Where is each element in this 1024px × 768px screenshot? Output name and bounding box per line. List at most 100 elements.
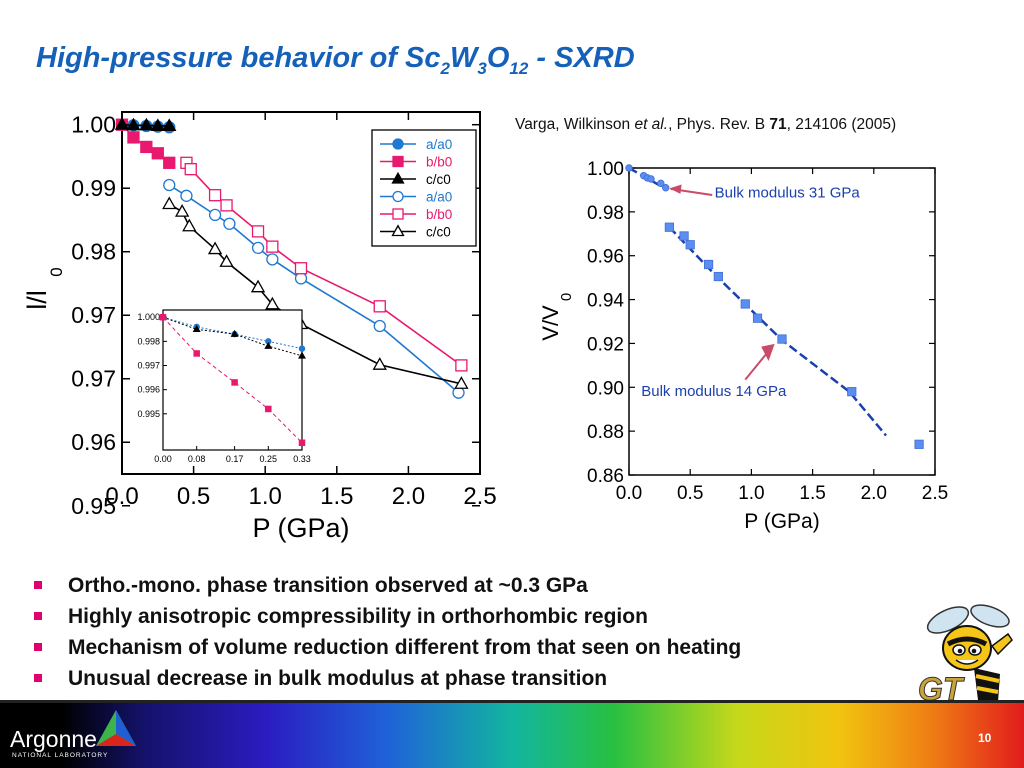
y-axis-label: V/V 0 bbox=[538, 293, 575, 341]
data-point bbox=[250, 279, 266, 293]
x-axis-label: P (GPa) bbox=[252, 513, 349, 543]
inset-data-point bbox=[193, 350, 200, 357]
inset-chart: 0.00 0.08 0.17 0.25 0.33 1.000 0.998 0.997 0.996… bbox=[137, 309, 311, 464]
legend-label: b/b0 bbox=[426, 155, 452, 170]
data-point bbox=[251, 241, 265, 255]
legend: a/a0 b/b0 c/c0 a/a0 b/b0 c/c0 bbox=[371, 129, 477, 247]
volume-series-1 bbox=[664, 222, 924, 449]
y-tick-label: 0.95 bbox=[71, 493, 116, 519]
data-point bbox=[294, 262, 308, 275]
x-tick-label: 1.5 bbox=[799, 483, 825, 504]
data-point bbox=[162, 196, 177, 210]
bullet-item: Highly anisotropic compressibility in or… bbox=[34, 601, 741, 632]
legend-label: a/a0 bbox=[426, 190, 452, 205]
data-point bbox=[294, 272, 308, 285]
data-point bbox=[647, 175, 655, 183]
data-point bbox=[182, 218, 197, 232]
inset-data-point bbox=[159, 313, 167, 321]
volume-series-0 bbox=[625, 164, 670, 192]
y-tick-label: 0.96 bbox=[71, 429, 116, 455]
annotation-bulk-modulus-14: Bulk modulus 14 GPa bbox=[641, 383, 787, 400]
legend-marker bbox=[392, 138, 404, 150]
x-axis-label: P (GPa) bbox=[744, 510, 819, 533]
inset-x-tick-label: 0.00 bbox=[154, 454, 172, 464]
bullet-square-icon bbox=[34, 674, 42, 682]
y-tick-label: 1.00 bbox=[587, 159, 624, 180]
plot-frame bbox=[628, 167, 936, 476]
citation: Varga, Wilkinson et al., Phys. Rev. B 71… bbox=[515, 116, 896, 134]
series-line bbox=[168, 203, 462, 385]
inset-y-tick-label: 0.995 bbox=[137, 409, 160, 419]
series-b-b0-4 bbox=[180, 156, 468, 372]
data-point bbox=[679, 231, 689, 241]
y-axis-label: l/l 0 bbox=[22, 267, 66, 309]
legend-marker bbox=[392, 208, 404, 220]
inset-series-line bbox=[162, 316, 303, 444]
page-number: 10 bbox=[978, 731, 992, 745]
data-point bbox=[266, 240, 279, 253]
series-c-c0-5 bbox=[162, 196, 469, 389]
data-point bbox=[162, 118, 177, 132]
data-point bbox=[220, 199, 233, 212]
data-point bbox=[223, 217, 236, 230]
inset-data-point bbox=[192, 324, 201, 333]
citation-journal: , Phys. Rev. B bbox=[668, 116, 770, 133]
legend-marker bbox=[392, 155, 404, 168]
title-subscript: 2 bbox=[440, 58, 450, 78]
inset-x-tick-label: 0.33 bbox=[293, 454, 311, 464]
volume-chart: 0.0 0.5 1.0 1.5 2.0 2.5 1.00 0.98 0.96 0.94 0.92 0.… bbox=[538, 159, 948, 533]
arrow-head-icon bbox=[669, 184, 682, 194]
inset-x-tick-label: 0.25 bbox=[260, 454, 278, 464]
data-point bbox=[752, 313, 763, 323]
data-point bbox=[373, 319, 386, 333]
inset-data-point bbox=[298, 345, 306, 352]
y-axis-label-sub: 0 bbox=[558, 293, 575, 301]
legend-label: c/c0 bbox=[426, 225, 451, 240]
citation-authors: Varga, Wilkinson bbox=[515, 116, 635, 133]
annotation-bulk-modulus-31: Bulk modulus 31 GPa bbox=[715, 185, 861, 202]
yellow-jacket-mascot-icon: GT bbox=[918, 604, 1013, 706]
inset-y-tick-label: 0.997 bbox=[137, 361, 160, 371]
y-tick-label: 0.98 bbox=[71, 239, 116, 265]
legend-item: a/a0 bbox=[380, 190, 452, 205]
data-point bbox=[114, 117, 130, 130]
data-point bbox=[184, 163, 197, 176]
data-point bbox=[664, 222, 674, 232]
citation-rest: , 214106 (2005) bbox=[786, 116, 897, 133]
x-tick-label: 0.0 bbox=[616, 483, 642, 504]
x-tick-label: 0.5 bbox=[677, 483, 703, 504]
y-tick-label: 0.88 bbox=[587, 422, 624, 443]
y-tick-label: 0.96 bbox=[587, 247, 624, 268]
data-point bbox=[662, 184, 670, 192]
data-point bbox=[139, 117, 154, 131]
argonne-triangle-logo-icon bbox=[96, 710, 136, 746]
data-point bbox=[174, 204, 190, 217]
data-point bbox=[208, 189, 222, 202]
data-point bbox=[713, 271, 723, 282]
data-point bbox=[914, 439, 924, 449]
data-layer bbox=[625, 164, 924, 449]
data-point bbox=[703, 259, 714, 270]
data-point bbox=[208, 208, 222, 222]
legend-item: b/b0 bbox=[380, 155, 452, 170]
x-tick-label: 2.0 bbox=[861, 483, 887, 504]
bullet-item: Ortho.-mono. phase transition observed a… bbox=[34, 570, 741, 601]
argonne-logo-subtext: NATIONAL LABORATORY bbox=[12, 752, 109, 759]
data-point bbox=[265, 296, 280, 310]
y-tick-label: 1.00 bbox=[71, 112, 116, 138]
legend-item: c/c0 bbox=[380, 171, 451, 187]
y-axis-label-main: l/l bbox=[22, 290, 52, 310]
y-tick-label: 0.94 bbox=[587, 291, 624, 312]
slide-title: High-pressure behavior of Sc2W3O12 - SXR… bbox=[36, 42, 635, 79]
data-layer bbox=[114, 117, 469, 399]
legend-label: b/b0 bbox=[426, 207, 452, 222]
bullet-square-icon bbox=[34, 581, 42, 589]
inset-y-tick-label: 0.998 bbox=[137, 336, 160, 346]
bullet-item: Unusual decrease in bulk modulus at phas… bbox=[34, 663, 741, 694]
series-c-c0-2 bbox=[114, 117, 177, 132]
legend-marker bbox=[391, 224, 405, 237]
series-a-a0-3 bbox=[163, 178, 465, 399]
data-point bbox=[163, 178, 176, 192]
title-text: High-pressure behavior of Sc bbox=[36, 42, 441, 74]
footer-bar bbox=[0, 703, 1024, 768]
